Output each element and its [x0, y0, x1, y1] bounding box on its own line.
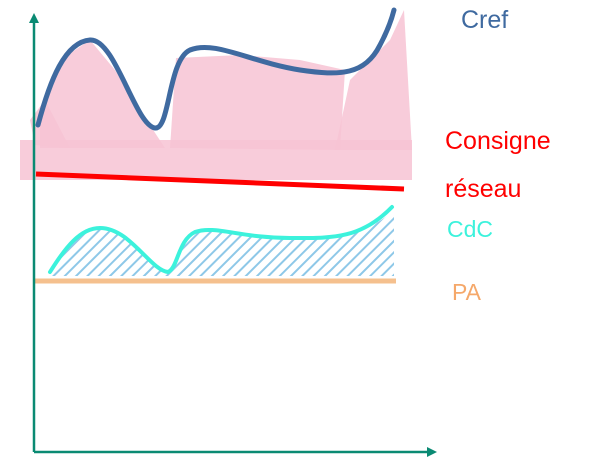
cref-label: Cref — [461, 6, 509, 34]
cdc-curve — [48, 205, 394, 275]
consigne-label-line2: réseau — [445, 175, 522, 203]
consigne-line — [35, 171, 405, 192]
pa-label: PA — [452, 279, 481, 305]
cref-curve — [35, 7, 397, 131]
cref-shaded-area — [20, 10, 412, 180]
cdc-hatched-area — [50, 210, 394, 276]
consigne-label-line1: Consigne — [445, 127, 551, 155]
cdc-label: CdC — [447, 216, 494, 242]
